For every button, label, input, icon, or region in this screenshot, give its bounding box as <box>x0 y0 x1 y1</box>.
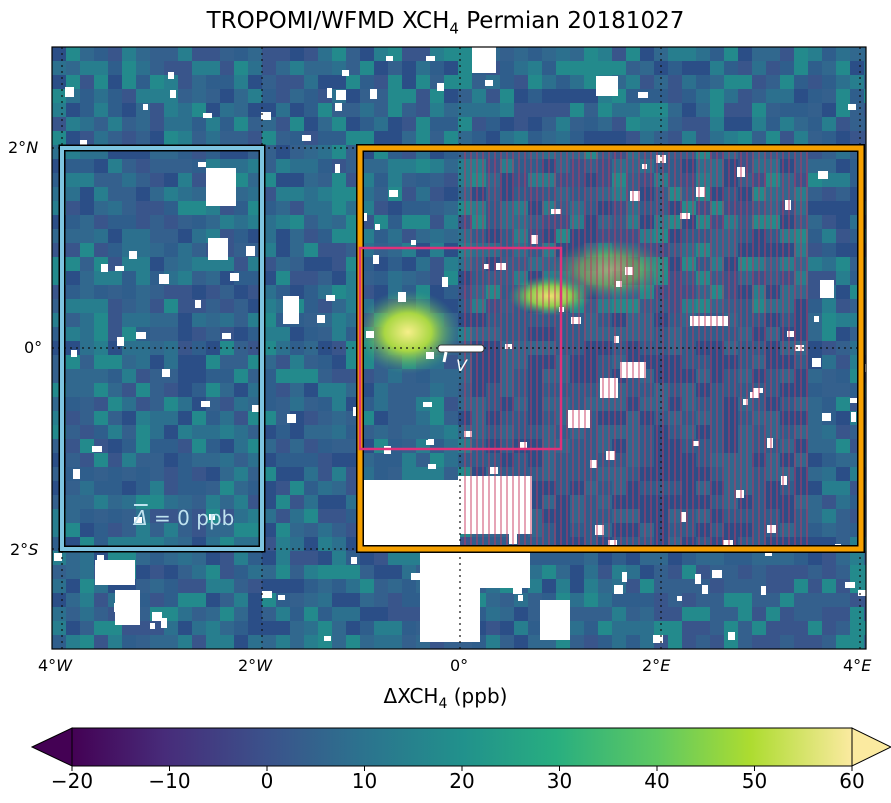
background-box <box>60 146 264 551</box>
colorbar-tick-label: 50 <box>741 769 768 793</box>
wind-arrow-icon <box>437 344 485 363</box>
colorbar-tick-label: 40 <box>644 769 670 793</box>
x-tick-2e: 2°E <box>642 656 671 675</box>
x-tick-2w: 2°W <box>238 656 273 675</box>
colorbar-label: ΔXCH4 (ppb) <box>383 684 508 712</box>
y-tick-2n: 2°N <box>8 138 39 157</box>
colorbar-tick-label: 30 <box>546 769 573 793</box>
colorbar-tick-label: 10 <box>351 769 378 793</box>
x-tick-4w: 4°W <box>38 656 73 675</box>
y-tick-0: 0° <box>24 338 43 357</box>
colorbar-tick-label: 20 <box>449 769 475 793</box>
x-tick-0: 0° <box>450 656 469 675</box>
map-title: TROPOMI/WFMD XCH4 Permian 20181027 <box>206 8 685 38</box>
wind-label: V <box>456 356 467 375</box>
inner-box <box>358 246 563 451</box>
colorbar-tick-label: −20 <box>50 769 94 793</box>
map-frame <box>51 46 867 650</box>
x-tick-4e: 4°E <box>843 656 872 675</box>
y-tick-2s: 2°S <box>10 540 39 559</box>
colorbar-tick-label: 0 <box>260 769 274 793</box>
colorbar-tick-label: −10 <box>148 769 191 793</box>
background-box-annotation: Δ = 0 ppb <box>134 506 235 530</box>
colorbar <box>30 727 891 771</box>
colorbar-tick-label: 60 <box>839 769 865 793</box>
